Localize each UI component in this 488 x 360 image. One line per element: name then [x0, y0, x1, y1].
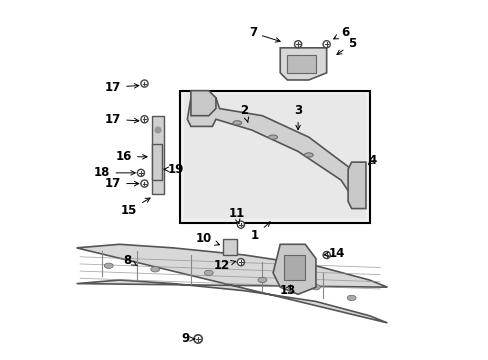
- Polygon shape: [272, 244, 315, 294]
- Ellipse shape: [232, 121, 242, 125]
- Bar: [287, 55, 315, 73]
- Text: 8: 8: [123, 254, 137, 267]
- Bar: [180, 91, 369, 223]
- Polygon shape: [190, 91, 216, 116]
- Circle shape: [142, 81, 146, 86]
- Circle shape: [137, 169, 144, 176]
- Circle shape: [139, 171, 143, 175]
- Ellipse shape: [204, 270, 213, 275]
- Text: 18: 18: [94, 166, 135, 179]
- Bar: [151, 144, 162, 180]
- Text: 17: 17: [105, 81, 139, 94]
- Text: 2: 2: [240, 104, 248, 122]
- Ellipse shape: [304, 153, 313, 157]
- Ellipse shape: [150, 267, 160, 272]
- Circle shape: [155, 149, 161, 154]
- Bar: [283, 255, 305, 280]
- Polygon shape: [77, 244, 386, 323]
- Polygon shape: [187, 98, 362, 202]
- Text: 13: 13: [279, 284, 295, 297]
- Circle shape: [238, 260, 243, 264]
- Text: 10: 10: [196, 233, 219, 246]
- Text: 6: 6: [333, 26, 348, 39]
- Ellipse shape: [268, 135, 277, 139]
- Text: 19: 19: [164, 163, 183, 176]
- Circle shape: [142, 117, 146, 121]
- Circle shape: [294, 41, 301, 48]
- Ellipse shape: [104, 263, 113, 269]
- Text: 16: 16: [115, 150, 147, 163]
- Circle shape: [195, 336, 200, 342]
- Text: 12: 12: [214, 258, 235, 271]
- Circle shape: [141, 80, 148, 87]
- Polygon shape: [280, 48, 326, 80]
- Text: 9: 9: [181, 333, 194, 346]
- Circle shape: [155, 170, 161, 176]
- Text: 7: 7: [248, 26, 280, 42]
- Polygon shape: [347, 162, 365, 208]
- Text: 15: 15: [121, 198, 150, 217]
- Circle shape: [324, 253, 328, 257]
- Circle shape: [141, 180, 148, 187]
- Text: 4: 4: [367, 154, 376, 167]
- Circle shape: [324, 42, 328, 46]
- Text: 5: 5: [336, 37, 356, 54]
- Ellipse shape: [311, 284, 320, 290]
- Circle shape: [193, 335, 202, 343]
- Circle shape: [142, 181, 146, 186]
- Text: 17: 17: [105, 177, 139, 190]
- Text: 14: 14: [324, 247, 344, 260]
- Bar: [183, 94, 365, 219]
- Text: 17: 17: [105, 113, 139, 126]
- Circle shape: [295, 42, 300, 46]
- Circle shape: [141, 116, 148, 123]
- Bar: [223, 239, 237, 255]
- Text: 1: 1: [251, 222, 270, 242]
- Circle shape: [155, 127, 161, 133]
- Circle shape: [323, 41, 329, 48]
- Ellipse shape: [346, 295, 355, 301]
- Ellipse shape: [257, 277, 266, 283]
- Circle shape: [237, 258, 244, 266]
- Circle shape: [238, 222, 243, 227]
- Circle shape: [237, 221, 244, 228]
- Circle shape: [323, 251, 329, 258]
- Text: 3: 3: [293, 104, 302, 130]
- Bar: [151, 116, 164, 194]
- Text: 11: 11: [228, 207, 244, 224]
